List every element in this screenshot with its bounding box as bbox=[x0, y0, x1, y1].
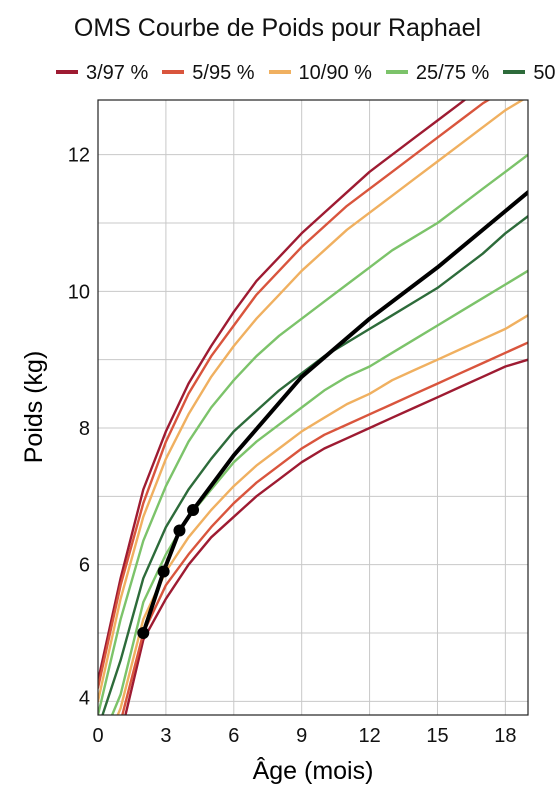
legend-item: 5/95 % bbox=[162, 62, 255, 85]
measurement-point bbox=[187, 504, 200, 516]
y-axis-label: Poids (kg) bbox=[20, 351, 48, 464]
plot-area bbox=[98, 100, 528, 715]
series-line-2 bbox=[121, 341, 528, 715]
y-tick-label: 4 bbox=[79, 687, 90, 709]
x-tick-label: 12 bbox=[358, 725, 380, 747]
legend-item: 10/90 % bbox=[268, 62, 372, 85]
legend-label: 50 % bbox=[533, 62, 555, 85]
plot-frame bbox=[97, 99, 529, 716]
measurement-point bbox=[137, 627, 150, 639]
x-tick-label: 3 bbox=[160, 725, 171, 747]
legend-label: 10/90 % bbox=[298, 62, 372, 85]
y-tick-label: 12 bbox=[68, 145, 90, 167]
chart-legend: 3/97 % 5/95 % 10/90 % 25/75 % 50 % bbox=[56, 62, 555, 88]
series-line-4 bbox=[116, 314, 528, 715]
measurement-point bbox=[157, 565, 170, 578]
legend-label: 3/97 % bbox=[86, 62, 149, 85]
series-line-0 bbox=[124, 358, 528, 715]
chart-title: OMS Courbe de Poids pour Raphael bbox=[73, 14, 482, 42]
legend-item: 50 % bbox=[503, 62, 555, 85]
y-tick-label: 6 bbox=[79, 555, 90, 577]
series-line-6 bbox=[110, 269, 528, 715]
legend-swatch bbox=[268, 69, 291, 74]
series-line-1 bbox=[98, 100, 467, 682]
x-tick-label: 9 bbox=[296, 725, 307, 747]
x-tick-label: 15 bbox=[426, 725, 448, 747]
x-tick-label: 18 bbox=[494, 725, 516, 747]
legend-item: 3/97 % bbox=[56, 62, 148, 85]
series-line-3 bbox=[98, 100, 491, 689]
y-tick-label: 8 bbox=[79, 418, 90, 440]
grid bbox=[97, 100, 528, 715]
legend-item: 25/75 % bbox=[385, 62, 490, 85]
series-line-7 bbox=[98, 153, 528, 715]
x-tick-label: 6 bbox=[228, 725, 239, 747]
x-tick-label: 0 bbox=[92, 725, 103, 747]
legend-swatch bbox=[503, 69, 526, 74]
series-lines bbox=[98, 100, 528, 715]
measurement-point bbox=[173, 524, 186, 537]
series-line-9 bbox=[141, 190, 528, 635]
legend-label: 25/75 % bbox=[415, 62, 490, 85]
y-tick-label: 10 bbox=[68, 281, 90, 303]
legend-swatch bbox=[162, 69, 185, 74]
measurement-points bbox=[137, 504, 200, 639]
legend-label: 5/95 % bbox=[192, 62, 255, 85]
legend-swatch bbox=[56, 69, 78, 74]
x-axis-label: Âge (mois) bbox=[253, 756, 374, 785]
axes: 0 3 6 9 12 15 18 4 6 8 10 12 bbox=[68, 99, 529, 747]
legend-swatch bbox=[385, 69, 408, 74]
series-line-5 bbox=[98, 100, 525, 703]
